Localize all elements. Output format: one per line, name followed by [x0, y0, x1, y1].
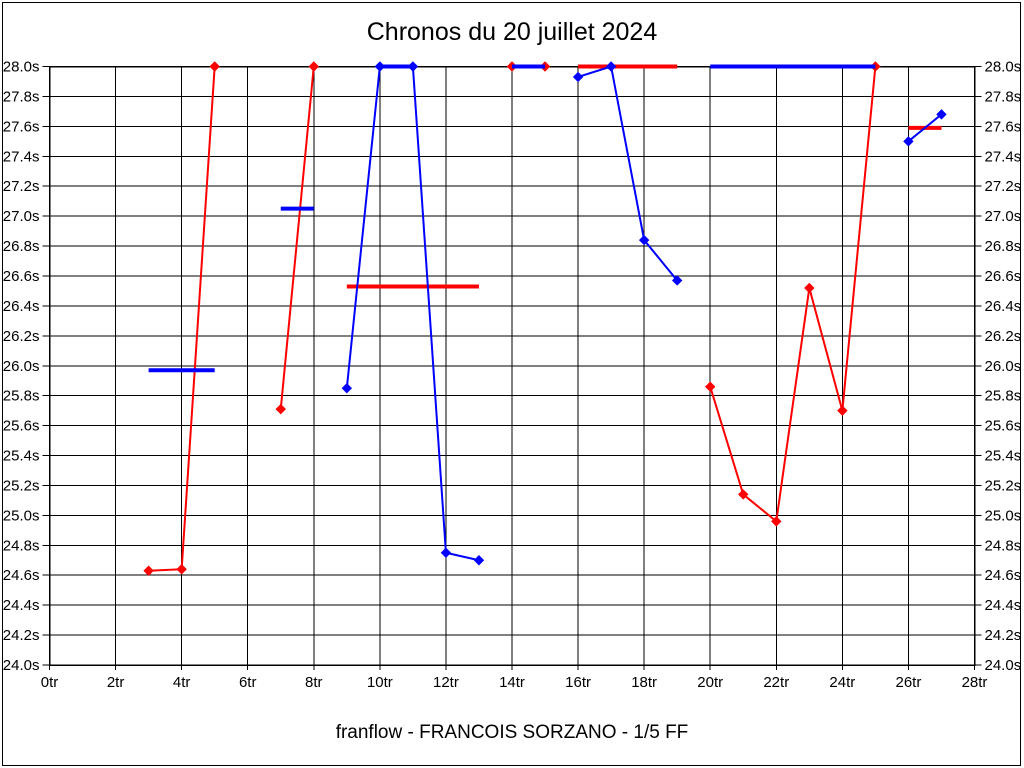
data-point-marker: [308, 61, 319, 72]
x-tick-label: 18tr: [631, 674, 657, 691]
x-tick-label: 14tr: [499, 674, 525, 691]
x-tick-label: 10tr: [367, 674, 393, 691]
data-point-marker: [176, 564, 187, 575]
y-tick-label-left: 26.8s: [3, 238, 40, 255]
y-tick-label-right: 27.2s: [985, 178, 1022, 195]
data-point-marker: [341, 382, 353, 394]
y-tick-label-left: 25.2s: [3, 477, 40, 494]
x-tick-label: 24tr: [829, 674, 855, 691]
y-tick-label-right: 25.8s: [985, 388, 1022, 405]
data-point-marker: [605, 61, 617, 72]
y-tick-label-right: 26.6s: [985, 268, 1022, 285]
y-tick-label-right: 28.0s: [985, 59, 1022, 76]
x-tick-label: 26tr: [895, 674, 921, 691]
y-tick-label-right: 26.0s: [985, 358, 1022, 375]
y-tick-label-left: 27.6s: [3, 118, 40, 135]
y-tick-label-left: 26.2s: [3, 328, 40, 345]
y-tick-label-right: 26.2s: [985, 328, 1022, 345]
y-tick-label-right: 26.4s: [985, 298, 1022, 315]
y-tick-label-left: 25.4s: [3, 448, 40, 465]
x-tick-label: 8tr: [305, 674, 323, 691]
y-tick-label-left: 24.2s: [3, 627, 40, 644]
data-point-marker: [804, 282, 815, 294]
chart-footer: franflow - FRANCOIS SORZANO - 1/5 FF: [335, 722, 689, 743]
y-tick-label-left: 25.6s: [3, 418, 40, 435]
data-point-marker: [143, 565, 154, 576]
data-point-marker: [837, 405, 848, 416]
y-tick-label-left: 24.4s: [3, 597, 40, 614]
series-line: [577, 65, 678, 282]
x-tick-label: 0tr: [41, 674, 59, 691]
y-tick-label-left: 26.6s: [3, 268, 40, 285]
x-tick-label: 4tr: [173, 674, 191, 691]
y-tick-label-left: 24.0s: [3, 657, 40, 674]
data-point-marker: [209, 61, 220, 72]
data-point-marker: [705, 381, 716, 392]
data-point-marker: [936, 109, 947, 120]
y-tick-label-right: 27.0s: [985, 208, 1022, 225]
data-point-marker: [473, 555, 485, 566]
data-point-marker: [572, 71, 584, 83]
series-line: [279, 66, 315, 410]
y-tick-label-left: 27.0s: [3, 208, 40, 225]
y-tick-label-right: 27.8s: [985, 88, 1022, 105]
y-tick-label-right: 24.0s: [985, 657, 1022, 674]
data-point-marker: [374, 61, 386, 72]
y-tick-label-right: 25.0s: [985, 507, 1022, 524]
series-line: [907, 113, 943, 143]
y-tick-label-left: 24.8s: [3, 537, 40, 554]
data-point-marker: [903, 136, 914, 147]
x-tick-label: 16tr: [565, 674, 591, 691]
data-point-marker: [407, 61, 419, 72]
series-line: [709, 66, 877, 523]
y-tick-label-left: 25.0s: [3, 507, 40, 524]
y-tick-label-right: 25.6s: [985, 418, 1022, 435]
y-tick-label-right: 27.4s: [985, 148, 1022, 165]
y-tick-label-left: 27.8s: [3, 88, 40, 105]
x-tick-label: 6tr: [239, 674, 257, 691]
data-point-marker: [738, 489, 749, 500]
y-tick-label-right: 24.2s: [985, 627, 1022, 644]
y-tick-label-right: 27.6s: [985, 118, 1022, 135]
y-tick-label-right: 24.4s: [985, 597, 1022, 614]
data-point-marker: [671, 275, 683, 286]
x-tick-label: 2tr: [107, 674, 125, 691]
series-line: [345, 65, 480, 562]
y-tick-label-left: 25.8s: [3, 388, 40, 405]
x-tick-label: 22tr: [763, 674, 789, 691]
y-tick-label-right: 26.8s: [985, 238, 1022, 255]
x-tick-label: 28tr: [962, 674, 988, 691]
y-tick-label-right: 24.6s: [985, 567, 1022, 584]
data-point-marker: [638, 234, 650, 246]
data-point-marker: [440, 547, 452, 558]
y-tick-label-left: 24.6s: [3, 567, 40, 584]
x-tick-label: 20tr: [697, 674, 723, 691]
y-tick-label-right: 25.2s: [985, 477, 1022, 494]
y-tick-label-left: 27.4s: [3, 148, 40, 165]
data-point-marker: [771, 516, 782, 527]
data-point-marker: [275, 403, 286, 415]
y-tick-label-left: 26.0s: [3, 358, 40, 375]
y-tick-label-right: 25.4s: [985, 448, 1022, 465]
y-tick-label-left: 28.0s: [3, 59, 40, 76]
y-tick-label-left: 27.2s: [3, 178, 40, 195]
y-tick-label-right: 24.8s: [985, 537, 1022, 554]
y-tick-label-left: 26.4s: [3, 298, 40, 315]
x-tick-label: 12tr: [433, 674, 459, 691]
chart-title: Chronos du 20 juillet 2024: [366, 18, 658, 46]
